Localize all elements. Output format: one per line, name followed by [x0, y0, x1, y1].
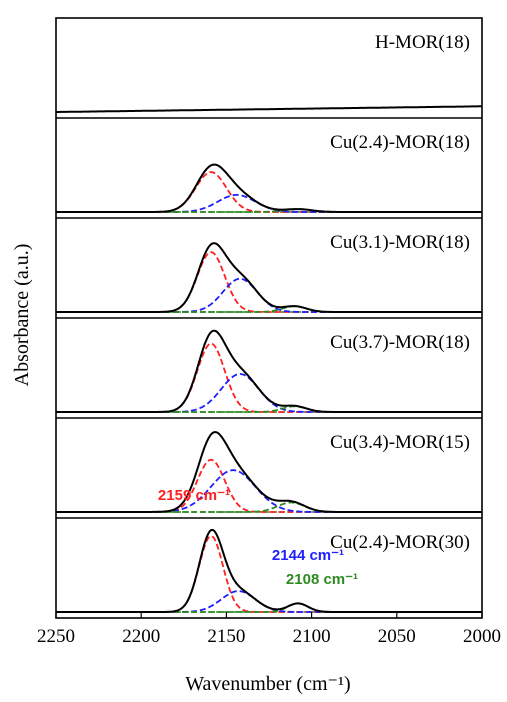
peak-label: 2144 cm⁻¹: [272, 547, 344, 564]
panel: Cu(2.4)-MOR(30): [56, 528, 482, 613]
peak-label: 2108 cm⁻¹: [286, 571, 358, 588]
panel: Cu(3.4)-MOR(15): [56, 431, 482, 513]
x-tick-label: 2150: [207, 626, 245, 647]
peak-label: 2159 cm⁻¹: [158, 487, 230, 504]
panel-label: Cu(2.4)-MOR(18): [330, 132, 470, 153]
peak-2159-fit: [56, 171, 482, 213]
panel-label: Cu(3.7)-MOR(18): [330, 332, 470, 353]
peak-2144-fit: [56, 277, 482, 313]
panel: H-MOR(18): [56, 32, 482, 113]
x-tick-label: 2250: [37, 626, 75, 647]
x-axis: 2250 2200 2150 2100 2050 2000: [37, 612, 501, 647]
x-tick-label: 2200: [122, 626, 160, 647]
measured-spectrum: [56, 431, 482, 513]
measured-spectrum: [56, 329, 482, 413]
peak-2144-fit: [56, 469, 482, 513]
panel-label: Cu(3.1)-MOR(18): [330, 232, 470, 253]
peak-labels: 2159 cm⁻¹ 2144 cm⁻¹ 2108 cm⁻¹: [158, 487, 358, 588]
panel: Cu(2.4)-MOR(18): [56, 132, 482, 213]
x-tick-label: 2000: [463, 626, 501, 647]
panel-label: Cu(3.4)-MOR(15): [330, 432, 470, 453]
y-axis-title: Absorbance (a.u.): [11, 244, 33, 387]
panel: Cu(3.7)-MOR(18): [56, 329, 482, 413]
measured-spectrum: [56, 528, 482, 613]
peak-2144-fit: [56, 194, 482, 213]
peak-2159-fit: [56, 342, 482, 413]
x-tick-label: 2050: [378, 626, 416, 647]
peak-2159-fit: [56, 458, 482, 513]
x-tick-label: 2100: [293, 626, 331, 647]
measured-spectrum: [56, 163, 482, 213]
panel-label: Cu(2.4)-MOR(30): [330, 532, 470, 553]
x-axis-title: Wavenumber (cm⁻¹): [185, 673, 350, 695]
peak-2108-fit: [56, 501, 482, 513]
peak-2144-fit: [56, 373, 482, 413]
measured-spectrum: [56, 242, 482, 313]
plot-frame: [55, 17, 483, 619]
panel-label: H-MOR(18): [375, 32, 470, 53]
measured-spectrum: [56, 105, 482, 113]
spectra-panels: H-MOR(18) Cu(2.4)-MOR(18) Cu(3.1)-MOR(18) C…: [56, 32, 482, 613]
peak-2144-fit: [56, 590, 482, 613]
panel: Cu(3.1)-MOR(18): [56, 232, 482, 313]
